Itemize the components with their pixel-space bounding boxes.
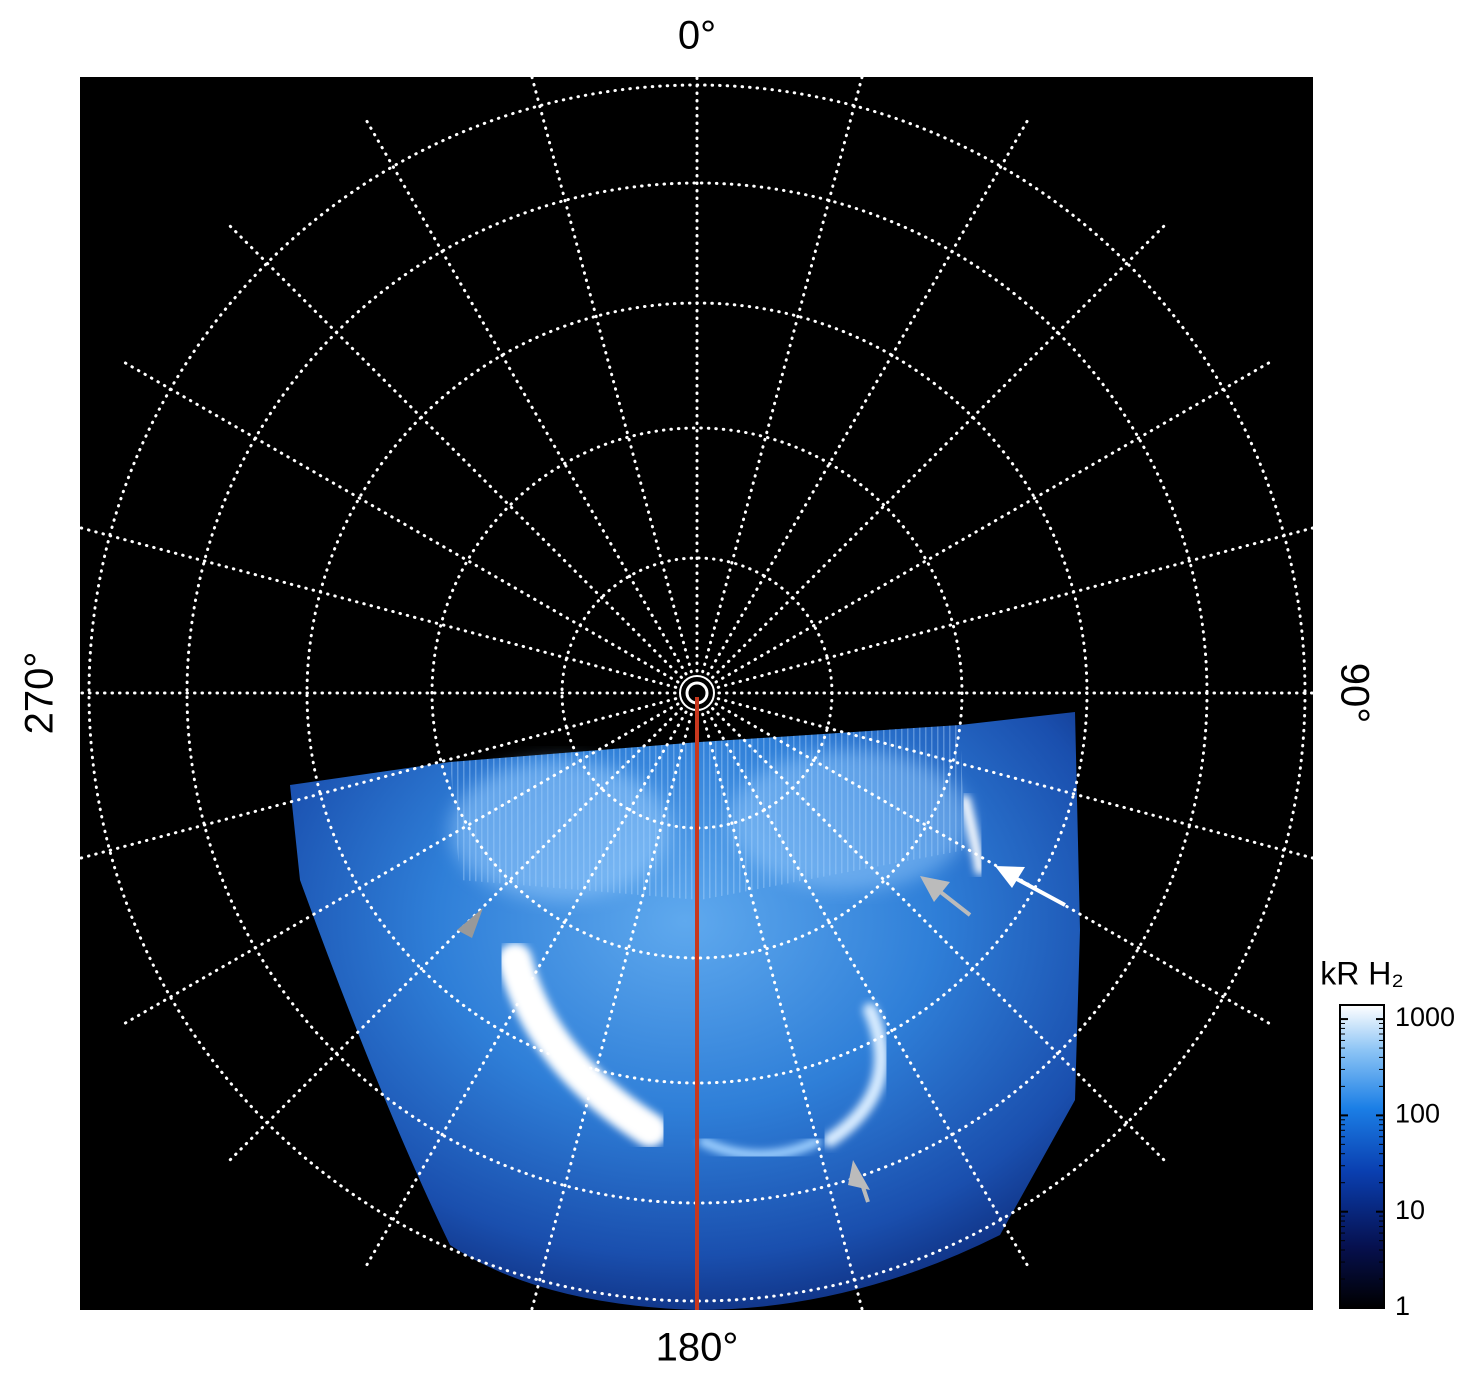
colorbar-tick-label: 1 xyxy=(1395,1291,1410,1321)
meridian xyxy=(701,77,864,674)
longitude-label: 0° xyxy=(678,14,716,58)
colorbar-tick-label: 1000 xyxy=(1395,1002,1455,1032)
meridian xyxy=(365,119,688,676)
longitude-label: 90° xyxy=(1332,663,1376,724)
arrow-head xyxy=(848,1160,870,1190)
main-oval-arc xyxy=(697,1135,823,1160)
meridian xyxy=(701,712,864,1310)
meridian xyxy=(80,526,678,689)
meridian xyxy=(123,361,680,684)
meridian xyxy=(228,707,683,1162)
colorbar-title: kR H₂ xyxy=(1320,955,1404,991)
main-oval-arc xyxy=(498,943,667,1147)
arrow xyxy=(1014,876,1066,907)
meridian xyxy=(80,697,678,860)
meridian xyxy=(716,526,1313,689)
meridian xyxy=(711,707,1166,1162)
polar-grid xyxy=(80,77,1313,1310)
arrow-head xyxy=(920,876,950,902)
emission-spot xyxy=(960,795,985,875)
meridian xyxy=(530,712,693,1310)
meridian xyxy=(711,224,1166,679)
arrows xyxy=(457,866,1066,1203)
longitude-label: 270° xyxy=(18,652,62,735)
meridian xyxy=(714,702,1271,1025)
meridian xyxy=(530,77,693,674)
colorbar xyxy=(1339,1004,1385,1309)
arrow-head xyxy=(995,866,1025,888)
meridian xyxy=(714,361,1271,684)
meridian xyxy=(716,697,1313,860)
meridian xyxy=(365,710,688,1267)
colorbar-tick-label: 100 xyxy=(1395,1099,1440,1129)
aurora-image xyxy=(290,712,1080,1310)
meridian xyxy=(706,119,1029,676)
meridian xyxy=(228,224,683,679)
arrow xyxy=(936,888,972,917)
meridian xyxy=(706,710,1029,1267)
meridian xyxy=(123,702,680,1025)
colorbar-tick-label: 10 xyxy=(1395,1195,1425,1225)
longitude-label: 180° xyxy=(656,1326,739,1370)
latitude-circle xyxy=(430,426,964,960)
arrow-head xyxy=(457,908,483,938)
main-oval-arc xyxy=(823,1003,889,1147)
emission-glow xyxy=(730,750,970,890)
